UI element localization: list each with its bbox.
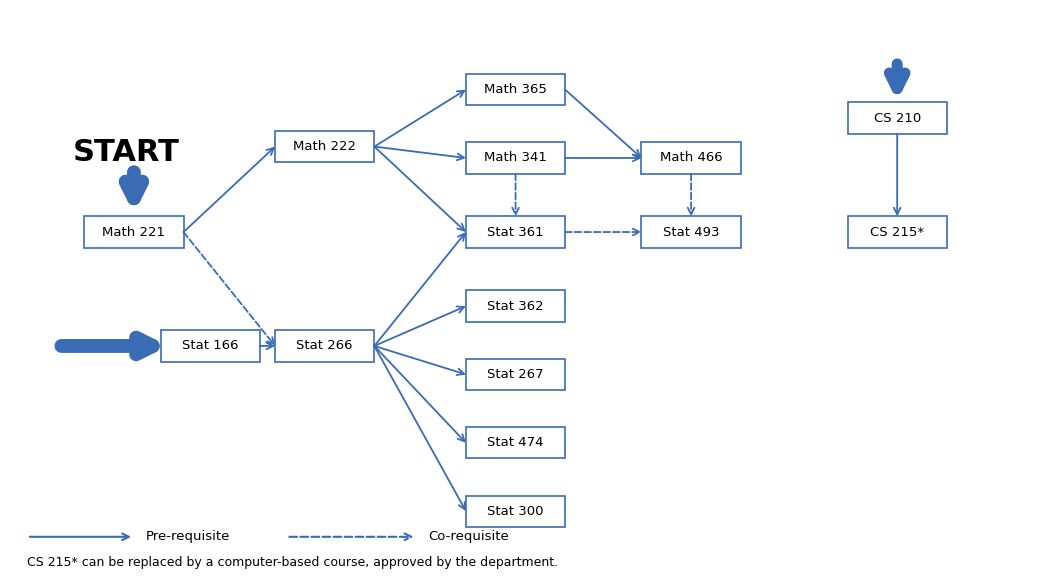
FancyBboxPatch shape [847, 216, 946, 248]
Text: Stat 493: Stat 493 [663, 225, 719, 239]
Text: Math 341: Math 341 [484, 151, 547, 165]
Text: Stat 362: Stat 362 [487, 299, 544, 313]
FancyBboxPatch shape [275, 330, 374, 362]
Text: Math 222: Math 222 [293, 140, 356, 153]
Text: CS 215* can be replaced by a computer-based course, approved by the department.: CS 215* can be replaced by a computer-ba… [27, 556, 559, 569]
Text: Pre-requisite: Pre-requisite [145, 530, 230, 543]
Text: Stat 267: Stat 267 [487, 368, 544, 381]
FancyBboxPatch shape [466, 427, 565, 458]
Text: Math 466: Math 466 [660, 151, 722, 165]
FancyBboxPatch shape [466, 495, 565, 527]
FancyBboxPatch shape [275, 131, 374, 162]
Text: Math 221: Math 221 [102, 225, 165, 239]
Text: Stat 266: Stat 266 [296, 339, 353, 353]
Text: Stat 474: Stat 474 [487, 436, 544, 449]
Text: Stat 361: Stat 361 [487, 225, 544, 239]
FancyBboxPatch shape [642, 142, 741, 173]
FancyBboxPatch shape [642, 216, 741, 248]
FancyBboxPatch shape [466, 74, 565, 105]
FancyBboxPatch shape [84, 216, 183, 248]
FancyBboxPatch shape [466, 290, 565, 322]
FancyBboxPatch shape [466, 142, 565, 173]
Text: START: START [73, 138, 180, 167]
Text: Stat 300: Stat 300 [487, 505, 544, 518]
FancyBboxPatch shape [160, 330, 260, 362]
FancyBboxPatch shape [847, 102, 946, 134]
Text: Stat 166: Stat 166 [182, 339, 238, 353]
Text: CS 210: CS 210 [874, 112, 921, 125]
Text: CS 215*: CS 215* [871, 225, 924, 239]
FancyBboxPatch shape [466, 216, 565, 248]
Text: Math 365: Math 365 [484, 83, 547, 96]
Text: Co-requisite: Co-requisite [428, 530, 508, 543]
FancyBboxPatch shape [466, 359, 565, 390]
